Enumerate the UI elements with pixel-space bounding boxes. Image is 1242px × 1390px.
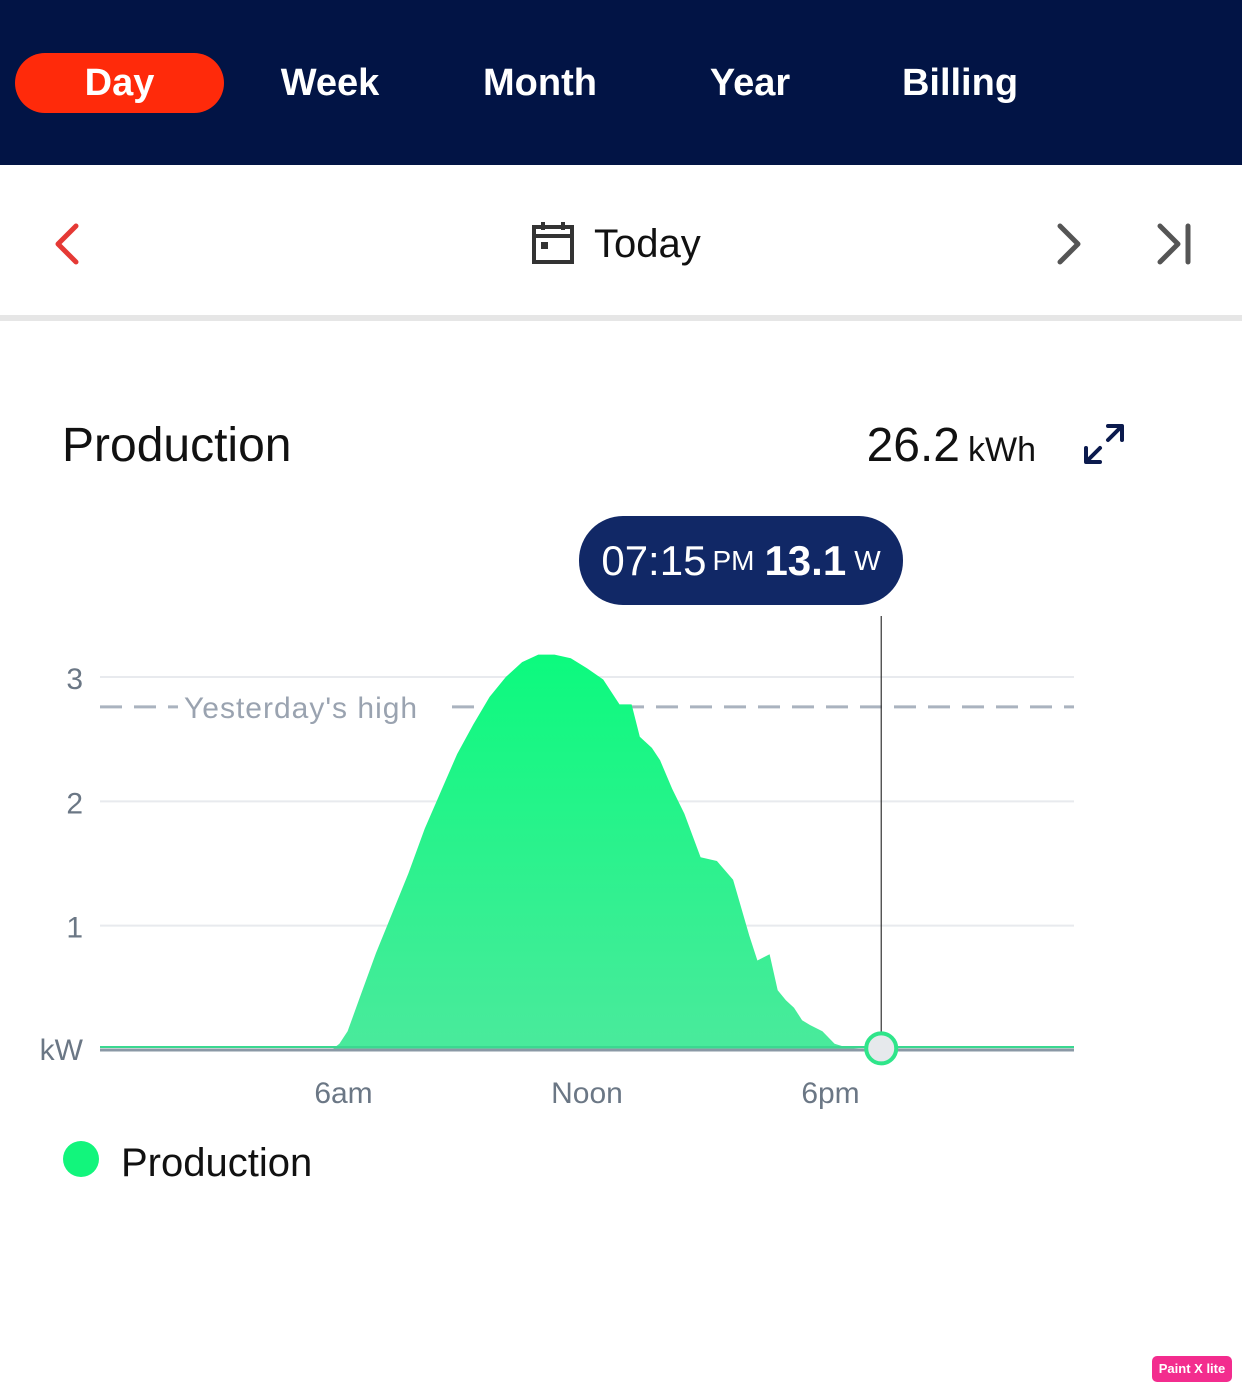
tooltip-value: 13.1 (764, 536, 847, 584)
date-navigation (0, 165, 1242, 315)
tab-week[interactable]: Week (280, 62, 380, 104)
tab-month[interactable]: Month (483, 62, 597, 104)
x-tick-label: 6pm (801, 1077, 859, 1110)
date-label[interactable]: Today (594, 222, 701, 266)
production-total-value: 26.2 (866, 419, 960, 472)
tab-day[interactable]: Day (15, 53, 224, 113)
tooltip-ampm: PM (712, 544, 755, 576)
production-area (100, 654, 1074, 1050)
tooltip-unit: W (854, 544, 881, 576)
y-tick-label: 2 (66, 787, 83, 820)
divider (0, 315, 1242, 321)
expand-icon[interactable] (1080, 420, 1128, 473)
production-total-unit: kWh (968, 431, 1036, 469)
production-title: Production (62, 419, 292, 472)
tab-billing[interactable]: Billing (901, 62, 1019, 104)
cursor-marker (864, 1031, 899, 1066)
chevron-right-icon[interactable] (1050, 222, 1090, 271)
chart-tooltip: 07:15 PM 13.1 W (579, 516, 903, 605)
x-tick-label: Noon (551, 1077, 623, 1110)
legend-label[interactable]: Production (121, 1141, 313, 1185)
tooltip-time: 07:15 (601, 536, 707, 584)
production-chart[interactable]: Yesterday's high 3 2 1 kW 6am Noon 6pm (0, 600, 1242, 1120)
tab-year[interactable]: Year (709, 62, 791, 104)
watermark-badge: Paint X lite (1152, 1356, 1232, 1382)
skip-to-end-icon[interactable] (1152, 222, 1196, 271)
period-tab-bar: Day Week Month Year Billing (0, 0, 1242, 165)
y-unit-label: kW (40, 1034, 84, 1067)
y-tick-label: 3 (66, 663, 83, 696)
calendar-icon[interactable] (530, 220, 576, 271)
x-tick-label: 6am (314, 1077, 372, 1110)
y-tick-label: 1 (66, 912, 83, 945)
chevron-left-icon[interactable] (48, 222, 88, 271)
legend-dot (63, 1141, 99, 1177)
production-total: 26.2 kWh (867, 418, 1036, 485)
reference-line-label: Yesterday's high (184, 692, 418, 725)
